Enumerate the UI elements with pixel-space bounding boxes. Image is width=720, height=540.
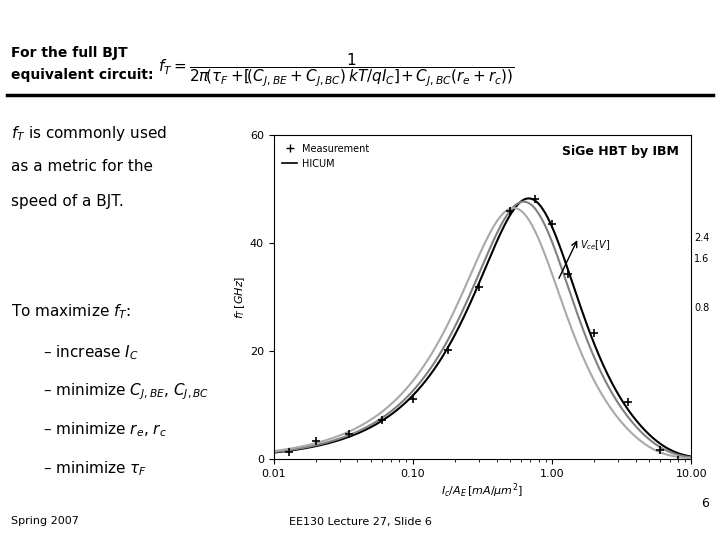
Text: To maximize $f_T$:: To maximize $f_T$: xyxy=(11,302,131,321)
Text: $f_T$ is commonly used: $f_T$ is commonly used xyxy=(11,124,167,143)
Text: equivalent circuit:: equivalent circuit: xyxy=(11,68,153,82)
Legend: Measurement, HICUM: Measurement, HICUM xyxy=(279,140,373,172)
Text: – minimize $r_e$, $r_c$: – minimize $r_e$, $r_c$ xyxy=(43,421,167,440)
Text: 2.4: 2.4 xyxy=(694,233,709,242)
X-axis label: $I_c/A_E\,[mA/\mu m^2]$: $I_c/A_E\,[mA/\mu m^2]$ xyxy=(441,482,523,500)
Text: 1.6: 1.6 xyxy=(694,254,709,264)
Text: – minimize $C_{J,BE}$, $C_{J,BC}$: – minimize $C_{J,BE}$, $C_{J,BC}$ xyxy=(43,382,210,402)
Text: For the full BJT: For the full BJT xyxy=(11,46,127,60)
Text: – minimize $\tau_F$: – minimize $\tau_F$ xyxy=(43,460,148,478)
Text: as a metric for the: as a metric for the xyxy=(11,159,153,174)
Text: Spring 2007: Spring 2007 xyxy=(11,516,78,526)
Text: SiGe HBT by IBM: SiGe HBT by IBM xyxy=(562,145,679,158)
Text: 0.8: 0.8 xyxy=(694,303,709,313)
Y-axis label: $f_T\,[GHz]$: $f_T\,[GHz]$ xyxy=(233,275,247,319)
Text: 6: 6 xyxy=(701,497,709,510)
Text: $V_{ce}[V]$: $V_{ce}[V]$ xyxy=(580,239,611,252)
Text: speed of a BJT.: speed of a BJT. xyxy=(11,194,124,210)
Text: EE130 Lecture 27, Slide 6: EE130 Lecture 27, Slide 6 xyxy=(289,516,431,526)
Text: – increase $I_C$: – increase $I_C$ xyxy=(43,343,139,362)
Text: $f_T = \dfrac{1}{2\pi\!\left(\tau_F + \!\left[\!(C_{J,BE}+C_{J,BC})\,kT/qI_C\rig: $f_T = \dfrac{1}{2\pi\!\left(\tau_F + \!… xyxy=(158,51,516,89)
